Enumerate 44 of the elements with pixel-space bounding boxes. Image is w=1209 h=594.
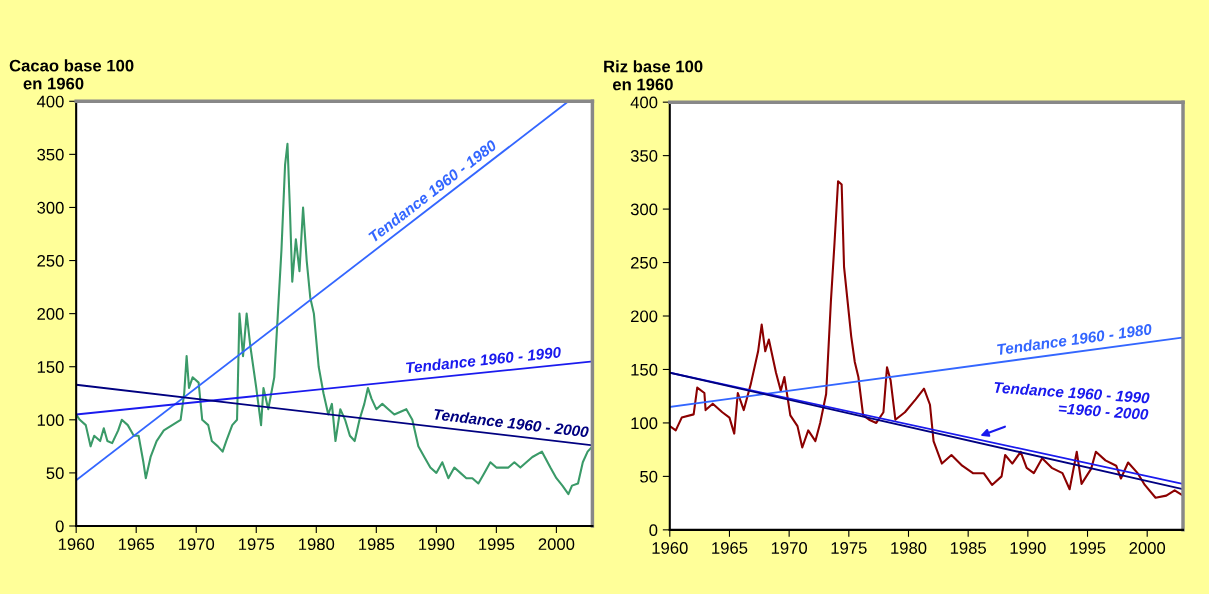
x-tick-label: 1975 [831, 542, 867, 554]
y-tick-label: 200 [631, 310, 658, 323]
text: Tendance 1960 - 1980 [996, 323, 1153, 356]
y-tick-label: 150 [37, 361, 64, 373]
y-tick-label: 250 [631, 256, 658, 269]
y-tick-label: 350 [630, 150, 658, 162]
x-tick-label: 1985 [950, 542, 987, 554]
y-tick-label: 300 [630, 203, 658, 216]
x-tick-label: 1980 [891, 542, 927, 554]
y-tick-label: 400 [630, 96, 658, 109]
y-tick-label: 0 [649, 524, 658, 537]
x-tick-label: 1970 [178, 538, 215, 551]
x-tick-label: 1980 [299, 538, 335, 551]
x-tick-label: 1985 [359, 538, 395, 551]
y-tick-label: 400 [36, 95, 64, 108]
y-tick-label: 50 [46, 467, 64, 480]
annotation: Tendance 1960 - 1990 =1960 - 2000 [994, 381, 1150, 420]
line-series [76, 142, 593, 496]
y-axis-title: Riz base 100 en 1960 [604, 60, 703, 91]
x-tick-label: 2000 [538, 538, 575, 551]
x-tick-label: 1965 [118, 538, 155, 551]
y-tick-label: 200 [37, 308, 64, 320]
y-axis-title: Cacao base 100 en 1960 [9, 59, 134, 90]
y-tick-label: 300 [37, 201, 64, 214]
x-tick-label: 1990 [1010, 542, 1046, 554]
x-tick-label: 1995 [1070, 542, 1106, 554]
x-tick-label: 1990 [419, 538, 455, 551]
x-tick-label: 1970 [771, 542, 808, 554]
y-tick-label: 350 [37, 148, 64, 161]
text: Tendance 1960 - 1990 [405, 346, 562, 374]
x-tick-label: 2000 [1129, 542, 1166, 554]
text: Tendance 1960 - 2000 [433, 408, 590, 438]
y-tick-label: 250 [37, 254, 64, 267]
y-tick-label: 150 [631, 363, 658, 376]
line-series [669, 180, 1184, 499]
x-tick-label: 1975 [238, 538, 275, 551]
x-tick-label: 1960 [58, 538, 95, 551]
y-tick-label: 100 [37, 414, 64, 427]
x-tick-label: 1995 [479, 538, 515, 551]
y-tick-label: 0 [55, 520, 64, 533]
y-tick-label: 50 [640, 470, 658, 483]
y-tick-label: 100 [631, 417, 658, 430]
x-tick-label: 1960 [652, 542, 688, 554]
x-tick-label: 1965 [712, 542, 748, 554]
